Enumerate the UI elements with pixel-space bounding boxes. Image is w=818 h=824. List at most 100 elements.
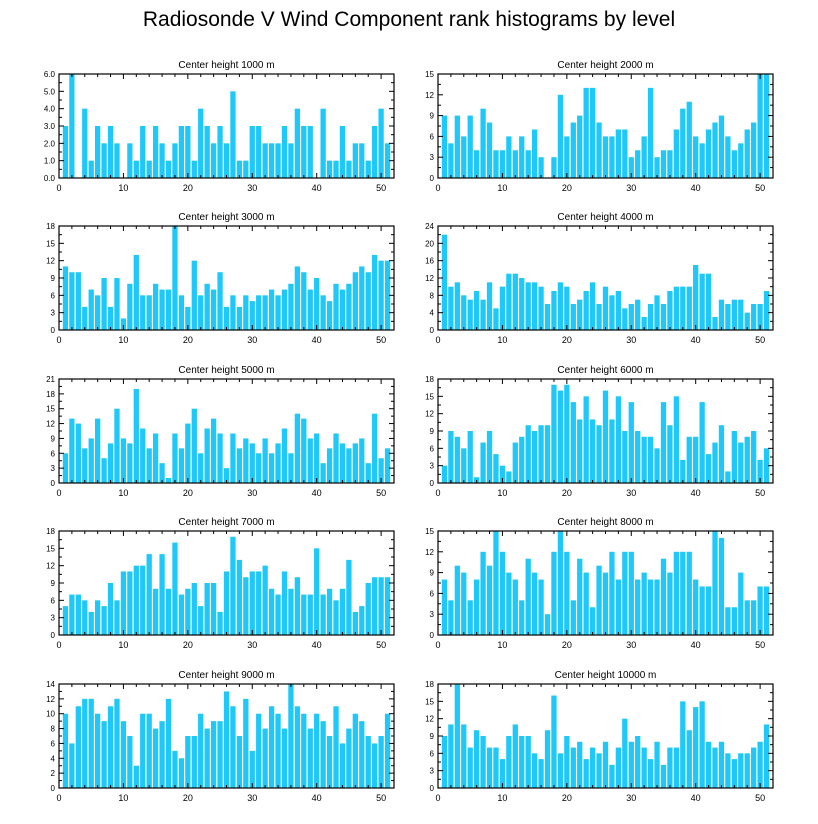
chart-9-bar-21 bbox=[191, 736, 197, 788]
chart-3-bar-30 bbox=[249, 301, 255, 330]
chart-10-bar-51 bbox=[763, 724, 770, 788]
chart-4-bar-49 bbox=[751, 304, 757, 330]
chart-8-bar-15 bbox=[531, 572, 538, 635]
chart-10-bar-6 bbox=[474, 730, 480, 788]
chart-10-xtick-label-10: 10 bbox=[497, 793, 507, 803]
chart-2-bar-30 bbox=[628, 157, 634, 178]
chart-6-bar-49 bbox=[751, 431, 757, 483]
chart-4-title: Center height 4000 m bbox=[557, 212, 653, 223]
chart-4-ytick-label-16: 16 bbox=[425, 257, 434, 266]
chart-7-xtick-label-10: 10 bbox=[118, 640, 128, 650]
chart-9-bar-35 bbox=[281, 728, 288, 788]
chart-6-bar-17 bbox=[544, 425, 551, 483]
chart-7-bar-25 bbox=[217, 611, 223, 635]
chart-6-bar-3 bbox=[454, 436, 460, 483]
chart-9-bar-4 bbox=[82, 698, 88, 788]
chart-3-bar-41 bbox=[320, 295, 326, 330]
chart-1-bar-1 bbox=[62, 126, 69, 178]
chart-2-xtick-label-10: 10 bbox=[497, 183, 507, 193]
chart-10-bar-27 bbox=[609, 764, 615, 788]
chart-4-bar-24 bbox=[589, 282, 596, 330]
chart-7-bar-7 bbox=[101, 606, 107, 635]
chart-3-xtick-label-20: 20 bbox=[183, 335, 193, 345]
chart-8-bar-14 bbox=[525, 558, 531, 635]
chart-7-bar-22 bbox=[198, 606, 204, 635]
chart-3-bar-16 bbox=[159, 289, 165, 330]
chart-7-bar-9 bbox=[114, 600, 120, 635]
chart-6-ytick-label-12: 12 bbox=[425, 410, 434, 419]
chart-5-bar-46 bbox=[352, 443, 358, 483]
chart-4-bar-10 bbox=[499, 286, 506, 330]
chart-10-xtick-label-20: 20 bbox=[562, 793, 572, 803]
chart-2-bar-26 bbox=[602, 136, 609, 178]
chart-5-bar-15 bbox=[152, 433, 159, 483]
chart-5-bar-8 bbox=[107, 443, 114, 483]
chart-1-bar-19 bbox=[178, 126, 185, 178]
chart-2-ytick-label-9: 9 bbox=[430, 112, 435, 121]
chart-2-bar-19 bbox=[557, 94, 564, 178]
chart-3-bar-45 bbox=[346, 283, 352, 330]
chart-4-bar-19 bbox=[557, 282, 564, 330]
chart-10-bar-20 bbox=[564, 736, 570, 788]
chart-6-bar-37 bbox=[673, 396, 679, 483]
chart-3-bar-18 bbox=[172, 226, 178, 330]
chart-3-bar-37 bbox=[294, 266, 300, 330]
chart-9-xtick-label-0: 0 bbox=[56, 793, 61, 803]
chart-8-bar-17 bbox=[544, 614, 551, 635]
chart-5-bar-22 bbox=[198, 453, 204, 483]
chart-9-bar-41 bbox=[320, 721, 326, 788]
chart-6-bar-29 bbox=[622, 431, 628, 483]
chart-9-bar-27 bbox=[230, 706, 236, 788]
chart-3-bar-48 bbox=[365, 272, 371, 330]
chart-6-bar-9 bbox=[493, 454, 499, 483]
chart-9-bar-31 bbox=[256, 713, 262, 788]
chart-3-bar-29 bbox=[243, 295, 249, 330]
chart-3-bar-35 bbox=[281, 289, 288, 330]
chart-4-bar-30 bbox=[628, 304, 634, 330]
chart-7-title: Center height 7000 m bbox=[178, 517, 274, 528]
chart-6-ytick-label-6: 6 bbox=[430, 444, 435, 453]
chart-4-bar-45 bbox=[725, 304, 731, 330]
chart-1-bar-44 bbox=[339, 126, 346, 178]
chart-7-bar-48 bbox=[365, 583, 371, 635]
chart-5-ytick-label-15: 15 bbox=[46, 405, 55, 414]
chart-8-bar-25 bbox=[596, 565, 602, 635]
chart-5-bar-36 bbox=[288, 453, 294, 483]
chart-1-bar-49 bbox=[372, 126, 378, 178]
chart-9-xtick-label-30: 30 bbox=[247, 793, 257, 803]
chart-2-bar-24 bbox=[589, 87, 596, 178]
chart-8-xtick-label-40: 40 bbox=[691, 640, 701, 650]
chart-6-bar-20 bbox=[564, 384, 570, 483]
chart-2-bar-38 bbox=[680, 108, 686, 178]
chart-2-xtick-label-50: 50 bbox=[755, 183, 765, 193]
chart-2-bar-48 bbox=[744, 129, 750, 178]
chart-2-bar-49 bbox=[751, 122, 757, 178]
chart-2-bar-2 bbox=[448, 143, 454, 178]
chart-1-bar-36 bbox=[288, 143, 294, 178]
chart-10-xtick-label-0: 0 bbox=[435, 793, 440, 803]
chart-1-bar-41 bbox=[320, 108, 326, 178]
chart-5-ytick-label-18: 18 bbox=[46, 390, 55, 399]
chart-1-bar-34 bbox=[275, 143, 281, 178]
chart-5-bar-21 bbox=[191, 408, 197, 483]
chart-5-bar-49 bbox=[372, 413, 378, 483]
chart-7-bar-17 bbox=[165, 588, 172, 635]
chart-3-xtick-label-50: 50 bbox=[376, 335, 386, 345]
chart-9-title: Center height 9000 m bbox=[178, 670, 274, 681]
chart-7-bar-14 bbox=[146, 554, 152, 635]
chart-5-bar-3 bbox=[75, 423, 81, 483]
chart-2-bar-11 bbox=[506, 136, 512, 178]
chart-6-title: Center height 6000 m bbox=[557, 365, 653, 376]
chart-8-xtick-label-10: 10 bbox=[497, 640, 507, 650]
chart-1-bar-14 bbox=[146, 160, 152, 178]
chart-1-ytick-label-1: 1.0 bbox=[44, 157, 56, 166]
chart-9-bar-40 bbox=[314, 713, 320, 788]
chart-8-ytick-label-15: 15 bbox=[425, 527, 434, 536]
chart-7-bar-30 bbox=[249, 571, 255, 635]
chart-4-ytick-label-24: 24 bbox=[425, 222, 434, 231]
chart-7-bar-11 bbox=[127, 571, 133, 635]
chart-9-bar-13 bbox=[140, 713, 146, 788]
chart-7-bar-24 bbox=[210, 583, 217, 635]
chart-4-bar-33 bbox=[647, 304, 654, 330]
chart-5-xtick-label-10: 10 bbox=[118, 488, 128, 498]
